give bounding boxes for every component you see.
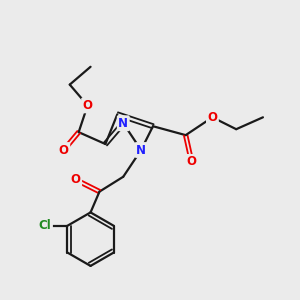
Text: O: O [207, 111, 218, 124]
Text: N: N [136, 143, 146, 157]
Text: O: O [187, 155, 196, 168]
Text: O: O [59, 143, 69, 157]
Text: O: O [71, 173, 81, 186]
Text: O: O [82, 99, 93, 112]
Text: Cl: Cl [39, 219, 52, 232]
Text: N: N [118, 117, 128, 130]
